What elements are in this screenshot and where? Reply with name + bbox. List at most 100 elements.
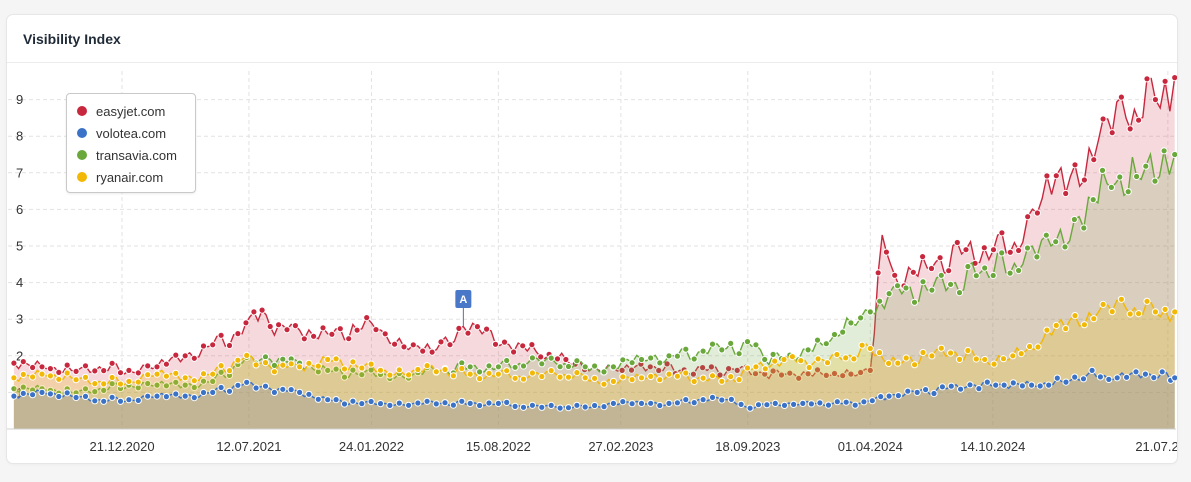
data-point[interactable] (29, 373, 37, 381)
data-point[interactable] (866, 344, 874, 353)
data-point[interactable] (1171, 150, 1177, 159)
data-point[interactable] (564, 404, 573, 412)
data-point[interactable] (735, 350, 743, 358)
data-point[interactable] (81, 392, 90, 400)
data-point[interactable] (287, 360, 295, 368)
data-point[interactable] (1052, 172, 1060, 180)
data-point[interactable] (1009, 352, 1017, 360)
data-point[interactable] (665, 370, 673, 378)
data-point[interactable] (46, 390, 55, 398)
data-point[interactable] (414, 399, 422, 407)
data-point[interactable] (922, 386, 930, 394)
data-point[interactable] (528, 369, 537, 377)
data-point[interactable] (699, 364, 707, 372)
data-point[interactable] (81, 362, 90, 370)
data-point[interactable] (1017, 350, 1025, 358)
data-point[interactable] (494, 399, 502, 407)
data-point[interactable] (964, 262, 972, 271)
data-point[interactable] (1080, 321, 1089, 329)
data-point[interactable] (300, 335, 308, 343)
data-point[interactable] (1142, 162, 1150, 170)
data-point[interactable] (564, 362, 573, 371)
data-point[interactable] (682, 345, 690, 353)
data-point[interactable] (234, 381, 242, 389)
data-point[interactable] (476, 368, 484, 376)
data-point[interactable] (964, 346, 972, 355)
data-point[interactable] (116, 369, 125, 377)
data-point[interactable] (780, 355, 788, 364)
data-point[interactable] (391, 340, 399, 348)
data-point[interactable] (336, 325, 344, 333)
data-point[interactable] (279, 355, 287, 363)
data-point[interactable] (144, 371, 152, 379)
data-point[interactable] (1006, 269, 1014, 277)
data-point[interactable] (485, 399, 493, 407)
data-point[interactable] (1108, 308, 1116, 316)
data-point[interactable] (172, 390, 180, 398)
data-point[interactable] (771, 357, 779, 365)
data-point[interactable] (795, 374, 803, 382)
data-point[interactable] (814, 355, 822, 363)
data-point[interactable] (1033, 209, 1042, 217)
data-point[interactable] (181, 392, 189, 400)
data-point[interactable] (983, 378, 991, 386)
data-point[interactable] (989, 271, 997, 280)
data-point[interactable] (813, 336, 822, 344)
data-point[interactable] (1171, 308, 1177, 316)
data-point[interactable] (1123, 373, 1131, 381)
data-point[interactable] (38, 388, 46, 396)
data-point[interactable] (1062, 189, 1070, 198)
data-point[interactable] (270, 388, 278, 396)
data-point[interactable] (874, 269, 882, 277)
data-point[interactable] (319, 324, 327, 332)
data-point[interactable] (822, 371, 830, 379)
data-point[interactable] (962, 246, 970, 254)
data-point[interactable] (902, 354, 910, 362)
data-point[interactable] (877, 393, 885, 401)
data-point[interactable] (1034, 343, 1042, 351)
data-point[interactable] (349, 358, 357, 366)
data-point[interactable] (376, 366, 385, 374)
data-point[interactable] (353, 326, 361, 334)
data-point[interactable] (813, 366, 822, 374)
data-point[interactable] (911, 361, 919, 369)
data-point[interactable] (799, 399, 807, 407)
data-point[interactable] (510, 348, 518, 356)
data-point[interactable] (46, 372, 55, 380)
data-point[interactable] (199, 370, 208, 378)
data-point[interactable] (591, 374, 599, 382)
data-point[interactable] (966, 381, 974, 389)
data-point[interactable] (279, 361, 287, 369)
data-point[interactable] (646, 363, 654, 371)
data-point[interactable] (769, 350, 777, 358)
data-point[interactable] (850, 355, 858, 363)
data-point[interactable] (981, 264, 989, 272)
data-point[interactable] (913, 388, 921, 396)
data-point[interactable] (29, 391, 37, 399)
data-point[interactable] (494, 370, 502, 378)
data-point[interactable] (904, 387, 912, 395)
data-point[interactable] (1143, 297, 1151, 305)
data-point[interactable] (953, 238, 961, 247)
data-point[interactable] (405, 401, 413, 409)
data-point[interactable] (358, 371, 366, 379)
data-point[interactable] (919, 278, 927, 286)
data-point[interactable] (55, 392, 63, 401)
data-point[interactable] (217, 362, 225, 370)
data-point[interactable] (1028, 381, 1036, 389)
data-point[interactable] (266, 322, 274, 331)
data-point[interactable] (209, 341, 217, 349)
data-point[interactable] (1036, 382, 1044, 390)
data-point[interactable] (252, 361, 260, 369)
data-point[interactable] (663, 360, 671, 368)
data-point[interactable] (81, 385, 90, 393)
data-point[interactable] (556, 373, 564, 381)
data-point[interactable] (553, 355, 562, 363)
data-point[interactable] (172, 369, 180, 377)
data-point[interactable] (972, 272, 980, 280)
data-point[interactable] (1080, 224, 1088, 232)
data-point[interactable] (19, 358, 27, 366)
data-point[interactable] (858, 341, 866, 349)
data-point[interactable] (839, 372, 847, 380)
data-point[interactable] (234, 330, 242, 338)
